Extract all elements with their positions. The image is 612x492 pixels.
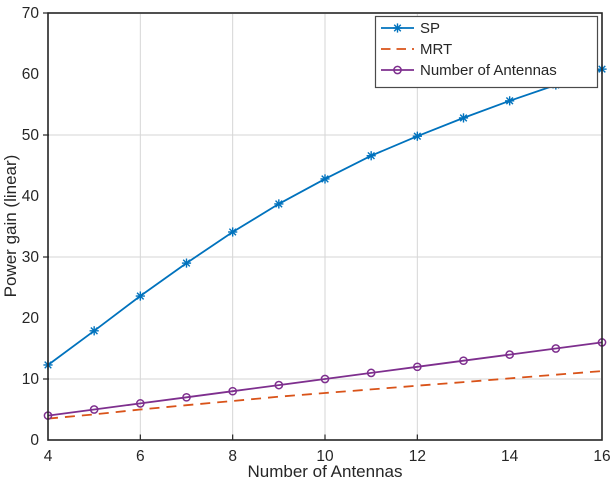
legend-label: Number of Antennas bbox=[420, 62, 557, 79]
y-tick-label: 30 bbox=[22, 249, 40, 266]
axis-tick-labels: 4 6 8 10 12 14 16 0 10 20 30 40 50 60 70 bbox=[22, 5, 611, 465]
y-tick-label: 70 bbox=[22, 5, 40, 22]
circle-marker bbox=[551, 344, 561, 353]
y-tick-label: 50 bbox=[22, 127, 40, 144]
circle-marker bbox=[182, 392, 191, 402]
asterisk-stroke bbox=[275, 200, 283, 208]
asterisk-marker bbox=[458, 113, 469, 123]
asterisk-stroke bbox=[228, 228, 237, 236]
y-tick-label: 10 bbox=[22, 371, 40, 388]
asterisk-marker bbox=[366, 151, 376, 161]
asterisk-stroke bbox=[136, 292, 145, 300]
asterisk-stroke bbox=[367, 151, 375, 160]
asterisk-stroke bbox=[413, 132, 422, 141]
asterisk-stroke bbox=[182, 259, 191, 267]
circle-marker bbox=[274, 380, 284, 390]
axis-tick-marks bbox=[43, 12, 418, 440]
asterisk-marker bbox=[135, 291, 145, 301]
series-line-mrt bbox=[47, 370, 603, 420]
asterisk-marker bbox=[181, 258, 192, 268]
y-axis-label: Power gain (linear) bbox=[1, 155, 20, 298]
x-tick-label: 8 bbox=[228, 448, 237, 465]
asterisk-marker bbox=[505, 96, 515, 106]
asterisk-marker bbox=[412, 131, 422, 141]
circle-marker bbox=[412, 362, 422, 372]
asterisk-stroke bbox=[393, 24, 402, 32]
circle-marker bbox=[89, 405, 99, 414]
x-tick-label: 10 bbox=[316, 448, 334, 465]
data-series bbox=[43, 64, 607, 420]
asterisk-stroke bbox=[459, 114, 468, 122]
legend-box: SP MRT Number of Antennas bbox=[374, 15, 599, 89]
circle-marker bbox=[366, 368, 376, 378]
asterisk-marker bbox=[89, 326, 99, 336]
legend-label: MRT bbox=[420, 41, 452, 58]
x-tick-label: 14 bbox=[501, 448, 519, 465]
y-tick-label: 40 bbox=[22, 188, 40, 205]
x-axis-label: Number of Antennas bbox=[248, 462, 403, 481]
asterisk-stroke bbox=[321, 175, 329, 183]
axes-border bbox=[47, 12, 603, 441]
x-tick-label: 16 bbox=[593, 448, 610, 465]
series-line-number-of-antennas bbox=[47, 341, 603, 417]
legend-label: SP bbox=[420, 20, 440, 37]
asterisk-marker bbox=[392, 23, 403, 33]
circle-marker bbox=[228, 386, 238, 396]
circle-marker bbox=[505, 350, 515, 359]
circle-marker bbox=[135, 399, 145, 408]
x-tick-label: 12 bbox=[409, 448, 426, 465]
asterisk-marker bbox=[320, 174, 330, 184]
y-tick-label: 0 bbox=[30, 432, 39, 449]
legend-circle-marker bbox=[393, 65, 402, 75]
asterisk-marker bbox=[274, 199, 284, 209]
x-tick-label: 4 bbox=[44, 448, 53, 465]
y-tick-label: 20 bbox=[22, 310, 40, 327]
x-tick-label: 6 bbox=[136, 448, 145, 465]
circle-marker bbox=[459, 356, 468, 366]
y-tick-label: 60 bbox=[22, 66, 40, 83]
circle-marker bbox=[320, 374, 330, 384]
asterisk-stroke bbox=[505, 97, 514, 105]
asterisk-marker bbox=[228, 227, 238, 237]
asterisk-stroke bbox=[90, 327, 98, 335]
